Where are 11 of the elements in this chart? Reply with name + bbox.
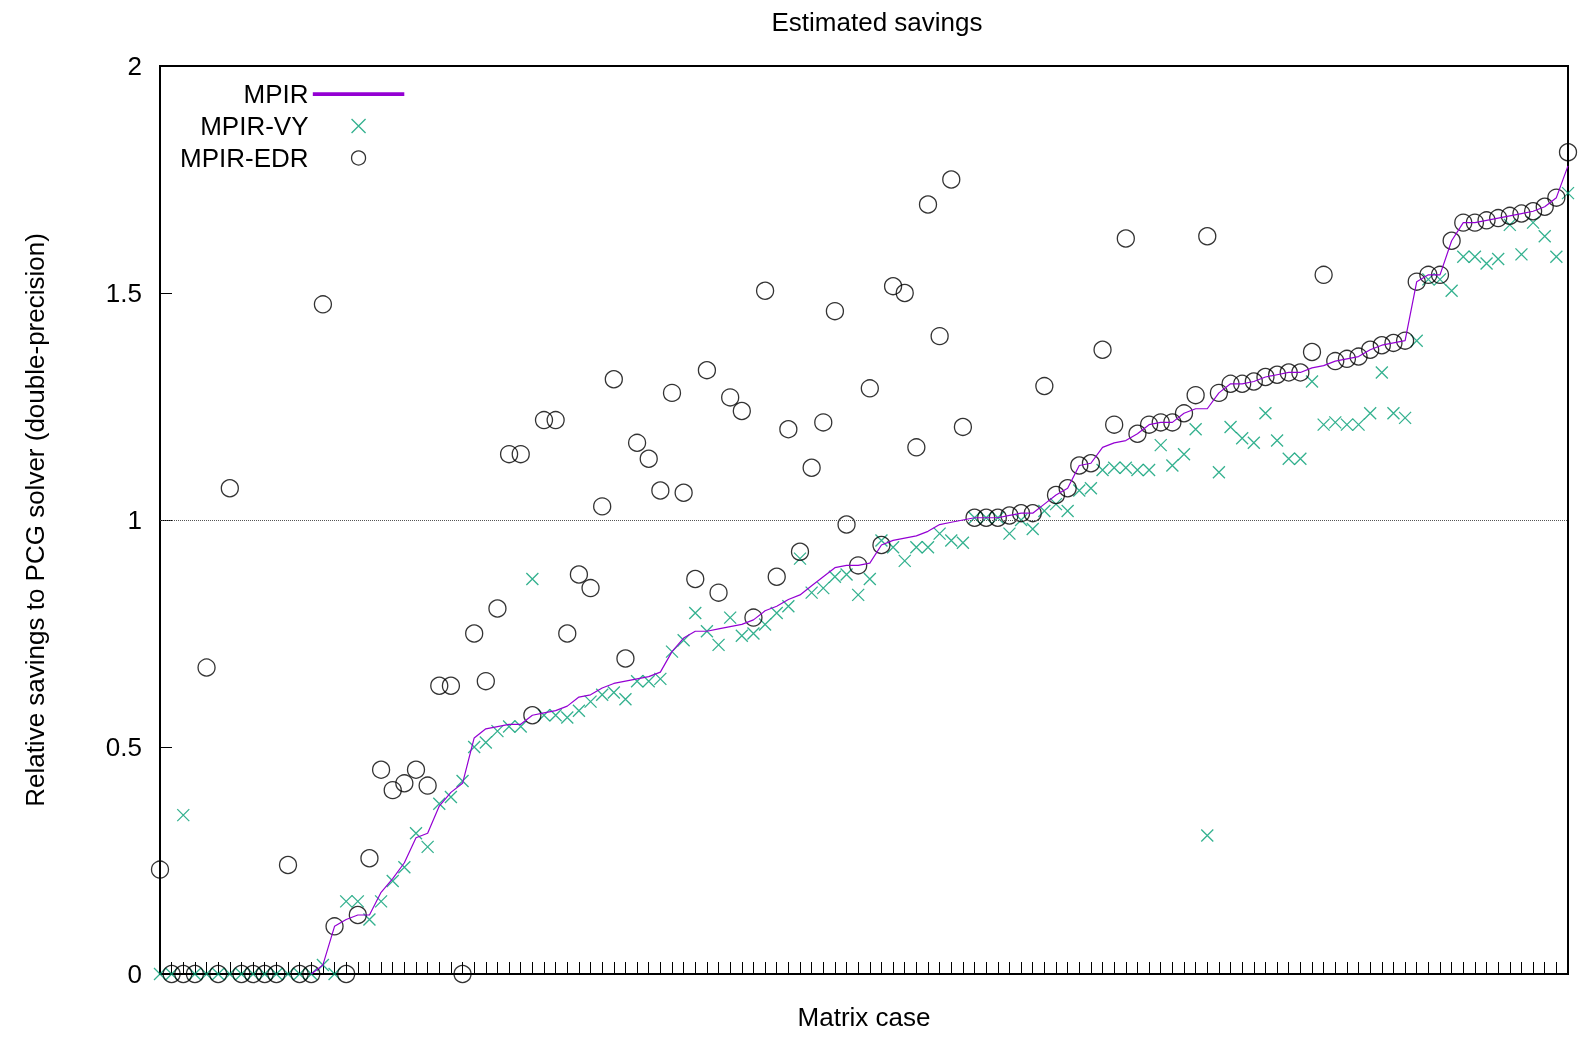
legend-label: MPIR-EDR	[179, 143, 309, 173]
legend-label: MPIR-VY	[200, 111, 309, 141]
y-tick-label: 2	[127, 51, 142, 81]
chart-title: Estimated savings	[771, 7, 983, 37]
y-tick-label: 1	[127, 505, 142, 535]
y-tick-label: 0.5	[105, 732, 142, 762]
y-tick-label: 0	[127, 959, 142, 989]
legend-label: MPIR	[243, 79, 309, 109]
x-axis-title: Matrix case	[797, 1002, 931, 1032]
y-tick-label: 1.5	[105, 278, 142, 308]
y-axis-title: Relative savings to PCG solver (double-precision)	[20, 233, 50, 807]
